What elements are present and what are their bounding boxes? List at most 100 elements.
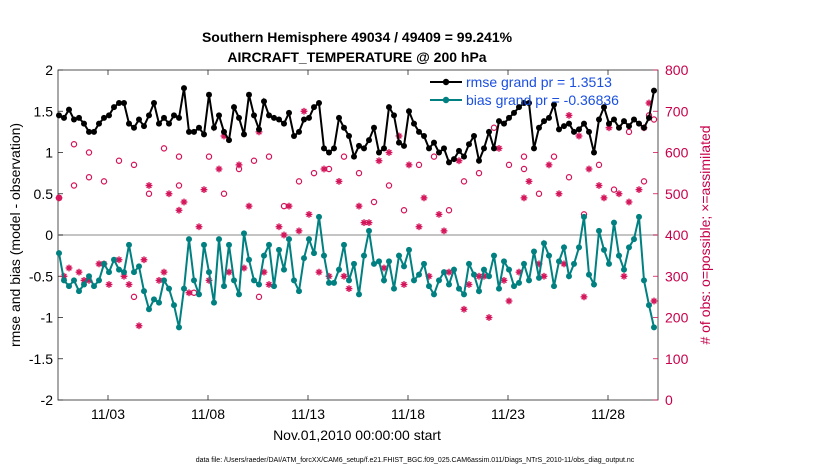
chart-title-line1: Southern Hemisphere 49034 / 49409 = 99.2… bbox=[202, 29, 513, 45]
obs-assimilated-stroke bbox=[286, 203, 292, 209]
rmse-point bbox=[361, 145, 367, 152]
y-tick-label-right: 100 bbox=[665, 351, 689, 367]
obs-assimilated-marker bbox=[650, 297, 658, 305]
bias-point bbox=[291, 277, 297, 284]
rmse-point bbox=[206, 91, 212, 98]
obs-assimilated-stroke bbox=[306, 211, 312, 218]
bias-point bbox=[191, 277, 197, 284]
bias-point bbox=[151, 296, 157, 303]
y-tick-label-left: 2 bbox=[45, 62, 53, 78]
rmse-point bbox=[111, 104, 117, 111]
obs-assimilated-marker bbox=[415, 223, 423, 231]
obs-assimilated-stroke bbox=[416, 223, 422, 230]
obs-assimilated-stroke bbox=[406, 162, 412, 168]
obs-assimilated-stroke bbox=[321, 166, 327, 172]
bias-point bbox=[551, 283, 557, 290]
rmse-point bbox=[651, 87, 657, 94]
obs-possible-marker bbox=[385, 182, 393, 189]
rmse-point bbox=[376, 149, 382, 156]
obs-assimilated-stroke bbox=[106, 281, 112, 288]
rmse-point bbox=[471, 133, 477, 139]
rmse-point bbox=[496, 118, 502, 125]
bias-point bbox=[271, 283, 277, 290]
rmse-point bbox=[416, 128, 422, 135]
obs-assimilated-stroke bbox=[166, 190, 172, 197]
obs-assimilated-stroke bbox=[601, 195, 607, 201]
rmse-point bbox=[271, 114, 277, 121]
bias-point bbox=[451, 266, 457, 273]
rmse-point bbox=[141, 123, 147, 130]
legend-marker bbox=[442, 78, 450, 86]
rmse-point bbox=[456, 147, 462, 154]
obs-possible-marker bbox=[535, 190, 543, 197]
rmse-point bbox=[266, 112, 272, 119]
obs-possible-marker bbox=[115, 157, 123, 164]
bias-point bbox=[301, 255, 307, 262]
bias-point bbox=[111, 256, 117, 263]
obs-assimilated-stroke bbox=[576, 133, 582, 139]
rmse-point bbox=[431, 139, 437, 146]
rmse-point bbox=[316, 100, 322, 106]
bias-point bbox=[226, 241, 232, 248]
obs-assimilated-marker bbox=[285, 202, 293, 210]
bias-point bbox=[616, 252, 622, 259]
obs-assimilated-marker bbox=[215, 165, 223, 173]
obs-possible-marker bbox=[70, 141, 78, 148]
rmse-point bbox=[396, 139, 402, 146]
obs-assimilated-marker bbox=[265, 281, 273, 288]
obs-assimilated-stroke bbox=[341, 273, 347, 280]
rmse-point bbox=[411, 120, 417, 127]
obs-possible-marker bbox=[475, 169, 483, 177]
rmse-point bbox=[256, 126, 262, 133]
obs-assimilated-marker bbox=[55, 194, 63, 202]
rmse-point bbox=[561, 123, 567, 130]
obs-assimilated-stroke bbox=[226, 269, 232, 275]
y-axis-label-left: rmse and bias (model - observation) bbox=[7, 123, 23, 347]
obs-assimilated-stroke bbox=[621, 273, 627, 280]
obs-assimilated-stroke bbox=[266, 281, 272, 288]
obs-possible-marker bbox=[445, 207, 453, 214]
obs-possible-marker bbox=[265, 153, 273, 160]
obs-assimilated-stroke bbox=[346, 285, 352, 292]
bias-point bbox=[266, 241, 272, 248]
bias-point bbox=[201, 241, 207, 248]
bias-point bbox=[431, 291, 437, 298]
obs-assimilated-marker bbox=[295, 227, 303, 235]
bias-point bbox=[636, 213, 642, 220]
obs-assimilated-stroke bbox=[581, 294, 587, 300]
rmse-point bbox=[101, 114, 107, 121]
obs-assimilated-stroke bbox=[301, 108, 307, 115]
rmse-point bbox=[576, 126, 582, 133]
obs-assimilated-marker bbox=[445, 268, 453, 276]
rmse-point bbox=[311, 104, 317, 111]
rmse-point bbox=[356, 142, 362, 149]
rmse-series-line bbox=[58, 88, 655, 165]
obs-assimilated-marker bbox=[105, 281, 113, 288]
obs-possible-marker bbox=[175, 153, 183, 160]
bias-point bbox=[606, 260, 612, 267]
y-axis-label-right: # of obs: o=possible; ×=assimilated bbox=[697, 125, 713, 344]
obs-possible-marker bbox=[460, 178, 468, 185]
bias-point bbox=[356, 291, 362, 298]
bias-point bbox=[196, 291, 202, 298]
obs-assimilated-stroke bbox=[246, 203, 252, 209]
bias-point bbox=[246, 256, 252, 263]
bias-point bbox=[136, 263, 142, 270]
y-tick-label-left: 1.5 bbox=[34, 103, 54, 119]
rmse-point bbox=[171, 112, 177, 119]
bias-point bbox=[406, 246, 412, 253]
rmse-point bbox=[321, 145, 327, 152]
y-tick-label-left: 0 bbox=[45, 227, 53, 243]
obs-possible-marker bbox=[130, 161, 138, 169]
rmse-point bbox=[201, 131, 207, 138]
obs-assimilated-stroke bbox=[596, 182, 602, 189]
rmse-point bbox=[281, 120, 287, 127]
bias-point bbox=[86, 273, 92, 280]
rmse-point bbox=[246, 91, 252, 98]
obs-assimilated-stroke bbox=[626, 199, 632, 205]
rmse-point bbox=[391, 112, 397, 119]
obs-assimilated-marker bbox=[340, 272, 348, 280]
bias-point bbox=[221, 283, 227, 290]
obs-assimilated-stroke bbox=[556, 190, 562, 197]
rmse-point bbox=[291, 133, 297, 139]
